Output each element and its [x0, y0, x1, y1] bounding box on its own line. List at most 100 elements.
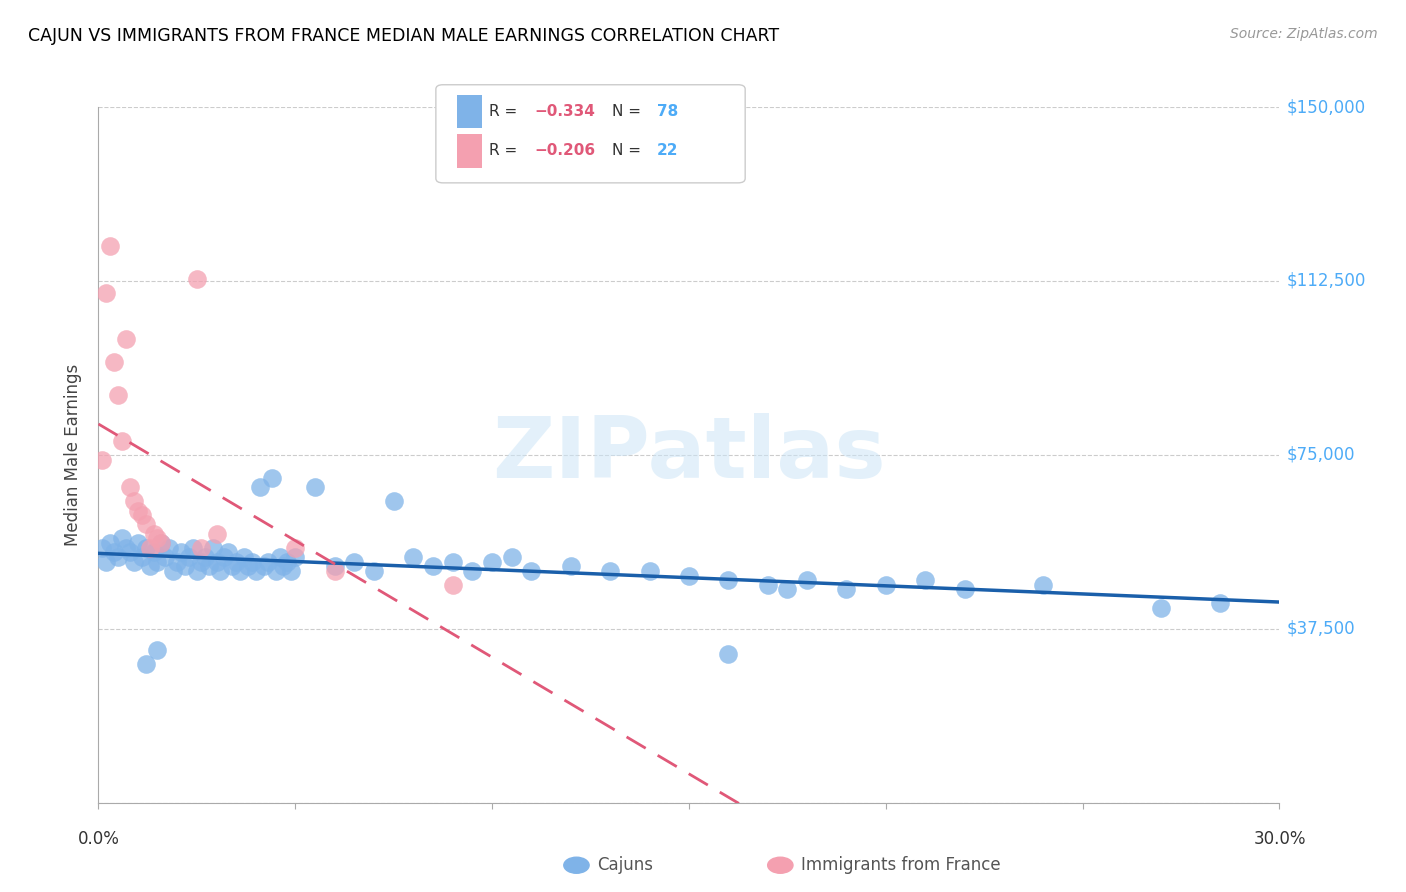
- Point: [756, 578, 779, 592]
- Point: [269, 549, 291, 564]
- Point: [135, 517, 157, 532]
- Point: [717, 648, 740, 662]
- Point: [91, 541, 114, 555]
- Point: [146, 642, 169, 657]
- Point: [240, 555, 263, 569]
- Point: [190, 541, 212, 555]
- Point: [142, 526, 165, 541]
- Text: −0.206: −0.206: [534, 144, 595, 158]
- Point: [115, 332, 138, 346]
- Point: [209, 564, 232, 578]
- Point: [776, 582, 799, 597]
- Point: [717, 573, 740, 587]
- Point: [131, 508, 153, 523]
- Point: [835, 582, 858, 597]
- Point: [273, 559, 295, 574]
- Point: [599, 564, 621, 578]
- Text: Immigrants from France: Immigrants from France: [801, 856, 1001, 874]
- Text: N =: N =: [612, 144, 641, 158]
- Point: [225, 555, 247, 569]
- Point: [796, 573, 818, 587]
- Point: [150, 536, 173, 550]
- Point: [343, 555, 366, 569]
- Point: [276, 555, 298, 569]
- Y-axis label: Median Male Earnings: Median Male Earnings: [65, 364, 83, 546]
- Point: [103, 545, 125, 559]
- Point: [181, 541, 204, 555]
- Point: [638, 564, 661, 578]
- Point: [135, 657, 157, 671]
- Point: [96, 555, 118, 569]
- Text: $75,000: $75,000: [1286, 446, 1355, 464]
- Point: [98, 536, 121, 550]
- Text: ZIPatlas: ZIPatlas: [492, 413, 886, 497]
- Point: [166, 555, 188, 569]
- Point: [1032, 578, 1054, 592]
- Point: [402, 549, 425, 564]
- Text: 22: 22: [657, 144, 678, 158]
- Point: [678, 568, 700, 582]
- Point: [96, 285, 118, 300]
- Point: [142, 545, 165, 559]
- Point: [441, 555, 464, 569]
- Point: [174, 559, 197, 574]
- Text: N =: N =: [612, 104, 641, 119]
- Point: [186, 271, 208, 285]
- Point: [280, 564, 302, 578]
- Point: [284, 541, 307, 555]
- Text: $112,500: $112,500: [1286, 272, 1365, 290]
- Point: [157, 541, 180, 555]
- Point: [245, 564, 267, 578]
- Point: [422, 559, 444, 574]
- Point: [461, 564, 484, 578]
- Point: [127, 503, 149, 517]
- Text: 30.0%: 30.0%: [1253, 830, 1306, 847]
- Point: [194, 549, 217, 564]
- Point: [111, 434, 134, 448]
- Point: [127, 536, 149, 550]
- Point: [953, 582, 976, 597]
- Point: [520, 564, 543, 578]
- Point: [501, 549, 523, 564]
- Point: [256, 555, 278, 569]
- Point: [284, 549, 307, 564]
- Point: [229, 564, 252, 578]
- Point: [205, 555, 228, 569]
- Point: [177, 549, 200, 564]
- Text: Source: ZipAtlas.com: Source: ZipAtlas.com: [1230, 27, 1378, 41]
- Point: [481, 555, 503, 569]
- Point: [260, 471, 283, 485]
- Point: [131, 549, 153, 564]
- Text: Cajuns: Cajuns: [598, 856, 654, 874]
- Text: 0.0%: 0.0%: [77, 830, 120, 847]
- Point: [214, 549, 236, 564]
- Point: [233, 549, 256, 564]
- Point: [1150, 601, 1173, 615]
- Point: [197, 559, 219, 574]
- Text: $150,000: $150,000: [1286, 98, 1365, 116]
- Point: [186, 564, 208, 578]
- Text: 78: 78: [657, 104, 678, 119]
- Text: R =: R =: [489, 104, 517, 119]
- Point: [122, 555, 145, 569]
- Point: [155, 549, 177, 564]
- Point: [221, 559, 243, 574]
- Point: [249, 480, 271, 494]
- Point: [91, 452, 114, 467]
- Point: [441, 578, 464, 592]
- Text: $37,500: $37,500: [1286, 620, 1355, 638]
- Point: [146, 532, 169, 546]
- Point: [217, 545, 239, 559]
- Point: [107, 549, 129, 564]
- Point: [118, 545, 141, 559]
- Point: [115, 541, 138, 555]
- Point: [111, 532, 134, 546]
- Point: [304, 480, 326, 494]
- Text: R =: R =: [489, 144, 517, 158]
- Point: [170, 545, 193, 559]
- Point: [138, 559, 160, 574]
- Point: [253, 559, 276, 574]
- Point: [560, 559, 582, 574]
- Point: [107, 387, 129, 401]
- Point: [98, 239, 121, 253]
